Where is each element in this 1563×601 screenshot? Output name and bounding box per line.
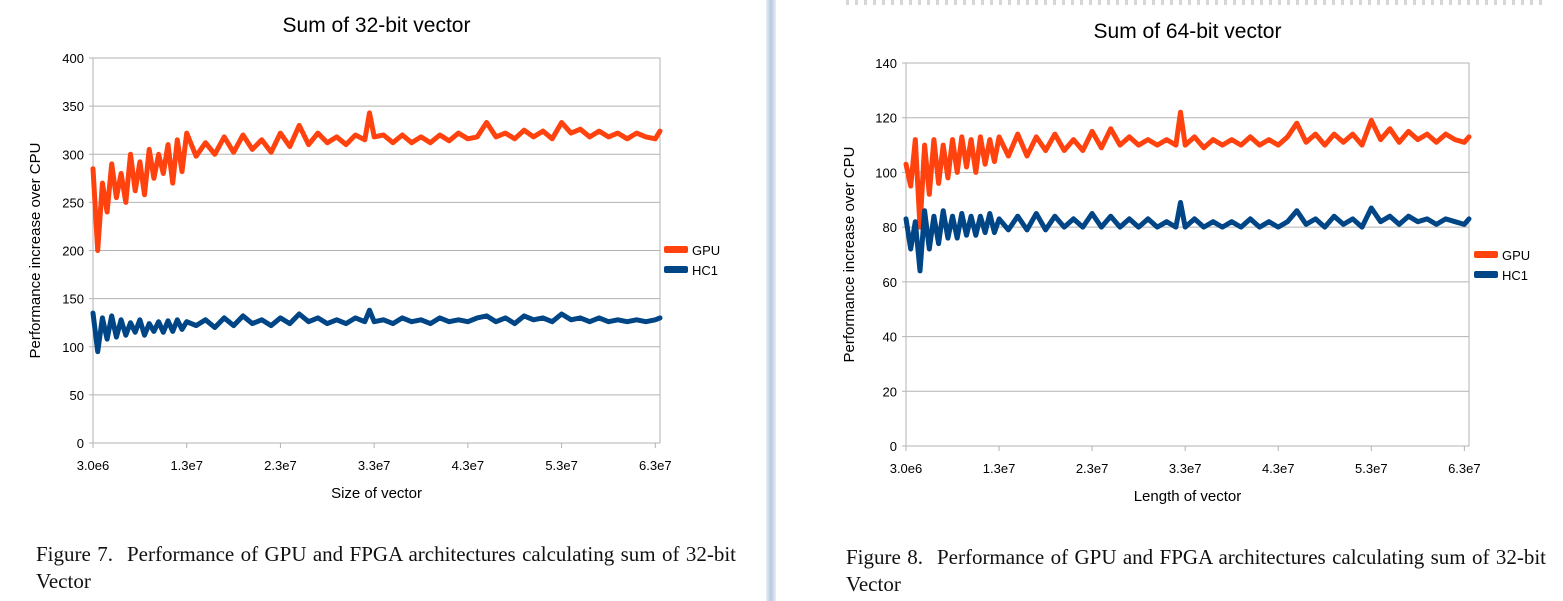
fig8-legend-label-gpu: GPU: [1502, 248, 1530, 263]
figure-8-chart: 0 20 40 60 80 100 120 140 3.0e6 1.3e7 2.3e7 3.3e7 4.…: [841, 20, 1530, 505]
fig8-legend-label-hc1: HC1: [1502, 268, 1528, 283]
fig8-y-axis-label: Performance increase over CPU: [841, 147, 858, 363]
fig7-x-tick-label: 2.3e7: [264, 458, 297, 473]
fig7-y-tick-label: 250: [62, 195, 84, 210]
fig8-y-tick-label: 80: [883, 220, 897, 235]
fig7-y-tick-label: 350: [62, 99, 84, 114]
figure-8-panel: 0 20 40 60 80 100 120 140 3.0e6 1.3e7 2.3e7 3.3e7 4.…: [776, 0, 1563, 601]
fig7-legend-label-gpu: GPU: [692, 243, 720, 258]
fig8-legend-swatch-gpu: [1474, 251, 1498, 258]
fig7-y-tick-label: 200: [62, 244, 84, 259]
figure-7-caption: Figure 7. Performance of GPU and FPGA arc…: [36, 541, 736, 595]
fig7-series-line-hc1: [90, 307, 663, 355]
fig8-series-line-hc1: [903, 200, 1472, 274]
fig8-legend-swatch-hc1: [1474, 271, 1498, 278]
fig7-x-tick-label: 3.0e6: [77, 458, 110, 473]
fig7-y-tick-label: 0: [77, 436, 84, 451]
fig8-x-tick-label: 6.3e7: [1448, 461, 1481, 476]
fig7-x-axis-label: Size of vector: [331, 485, 422, 502]
fig8-y-tick-label: 0: [890, 439, 897, 454]
fig7-x-tick-label: 1.3e7: [170, 458, 203, 473]
fig8-y-tick-label: 140: [875, 56, 897, 71]
fig7-y-axis-label: Performance increase over CPU: [27, 143, 44, 359]
fig8-x-tick-label: 4.3e7: [1262, 461, 1295, 476]
fig7-y-tick-label: 300: [62, 147, 84, 162]
fig7-legend-label-hc1: HC1: [692, 263, 718, 278]
fig8-x-axis-label: Length of vector: [1134, 488, 1242, 505]
fig7-y-tick-label: 50: [70, 388, 84, 403]
figure-7-chart: 0 50 100 150 200 250 300 350 400 3.0e6 1.3e7 2.3e7 3…: [27, 14, 720, 502]
fig7-x-tick-label: 3.3e7: [358, 458, 391, 473]
fig7-x-tick-label: 4.3e7: [452, 458, 485, 473]
fig7-legend-swatch-gpu: [664, 246, 688, 253]
figure-7-caption-text: Performance of GPU and FPGA architecture…: [36, 542, 736, 593]
fig8-chart-title: Sum of 64-bit vector: [1094, 20, 1282, 43]
figure-8-number: Figure 8.: [846, 545, 923, 569]
fig8-series-line-gpu: [903, 109, 1472, 230]
fig8-x-tick-label: 3.0e6: [890, 461, 923, 476]
fig7-x-tick-label: 5.3e7: [545, 458, 578, 473]
fig8-y-tick-label: 60: [883, 275, 897, 290]
fig8-y-tick-label: 40: [883, 330, 897, 345]
page-divider: [766, 0, 776, 601]
fig8-x-tick-label: 1.3e7: [983, 461, 1016, 476]
fig7-legend-swatch-hc1: [664, 266, 688, 273]
fig8-y-tick-label: 120: [875, 111, 897, 126]
fig8-x-tick-label: 5.3e7: [1355, 461, 1388, 476]
figure-8-caption-text: Performance of GPU and FPGA architecture…: [846, 545, 1546, 596]
fig8-plot-area: [905, 62, 1470, 447]
fig7-y-tick-label: 100: [62, 340, 84, 355]
fig7-x-tick-label: 6.3e7: [639, 458, 672, 473]
fig8-x-tick-label: 3.3e7: [1169, 461, 1202, 476]
fig7-chart-title: Sum of 32-bit vector: [283, 14, 471, 37]
figure-7-panel: 0 50 100 150 200 250 300 350 400 3.0e6 1.3e7 2.3e7 3…: [0, 0, 766, 601]
fig7-y-tick-label: 400: [62, 51, 84, 66]
cropped-text-sliver: [846, 0, 1546, 5]
fig7-series-line-gpu: [90, 110, 663, 253]
fig8-x-tick-label: 2.3e7: [1076, 461, 1109, 476]
figure-7-number: Figure 7.: [36, 542, 113, 566]
fig7-y-tick-label: 150: [62, 292, 84, 307]
fig8-y-tick-label: 20: [883, 384, 897, 399]
figure-8-caption: Figure 8. Performance of GPU and FPGA arc…: [846, 544, 1546, 598]
fig8-y-tick-label: 100: [875, 165, 897, 180]
